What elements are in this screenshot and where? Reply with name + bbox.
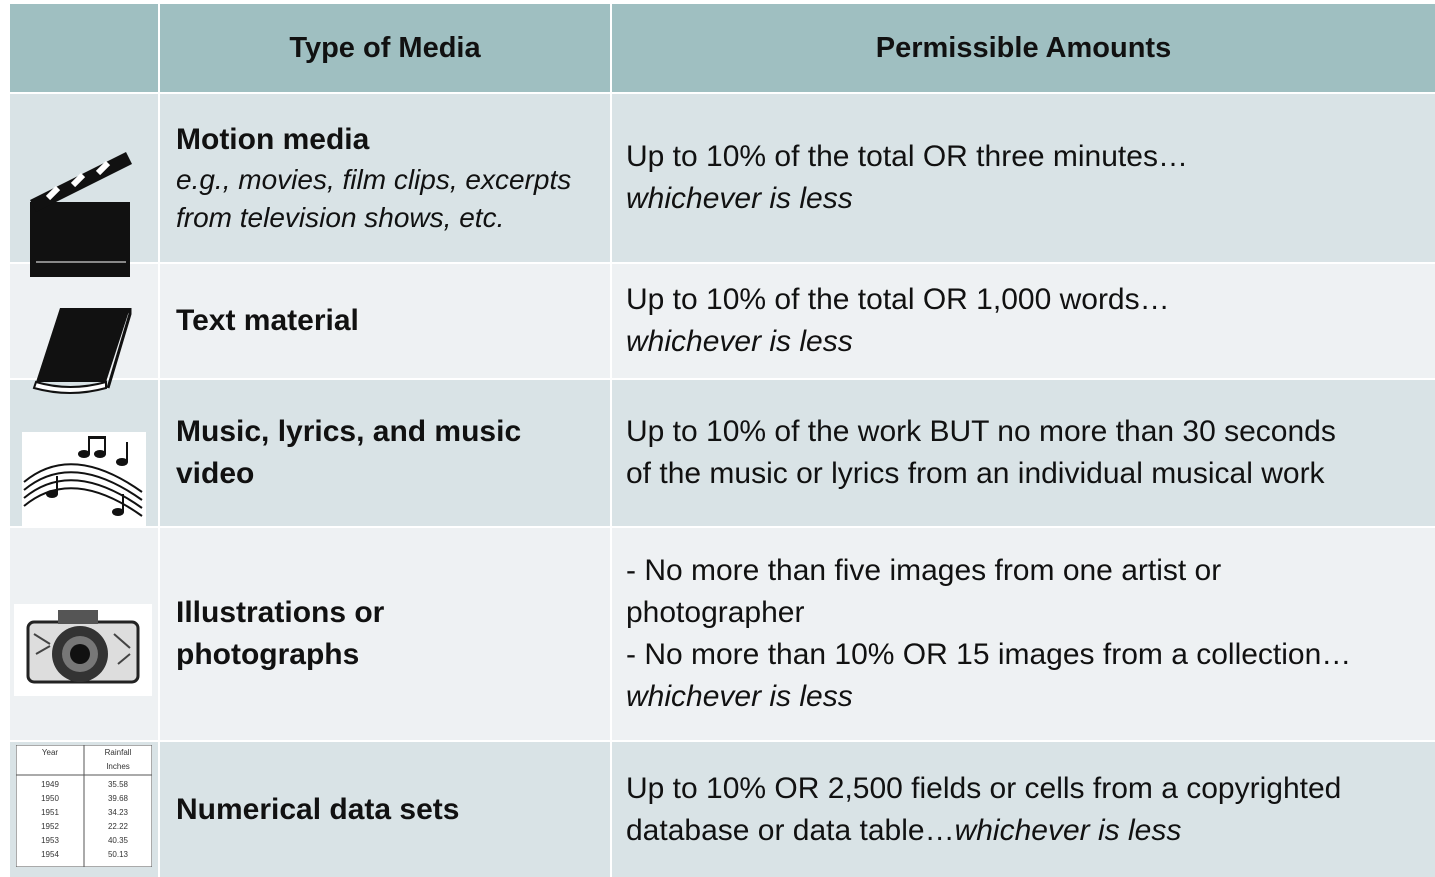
icon-table-cell: 22.22: [108, 822, 129, 831]
amount-line: - No more than five images from one arti…: [626, 550, 1435, 592]
amount-text: Up to 10% of the total OR 1,000 words…: [626, 283, 1170, 316]
media-cell: Music, lyrics, and music video: [160, 380, 610, 526]
media-cell: Numerical data sets: [160, 742, 610, 877]
amount-text: - No more than 10% OR 15 images from a c…: [626, 638, 1352, 671]
icon-table-cell: 40.35: [108, 836, 129, 845]
media-cell: Illustrations or photographs: [160, 528, 610, 740]
header-cell: Permissible Amounts: [612, 4, 1435, 92]
header-cell: Type of Media: [160, 4, 610, 92]
amount-text: Up to 10% of the total OR three minutes…: [626, 140, 1188, 173]
icon-table-cell: 1951: [41, 808, 59, 817]
amount-cell: Up to 10% of the total OR three minutes……: [612, 94, 1435, 262]
media-cell: Text material: [160, 264, 610, 378]
icon-table-cell: 1952: [41, 822, 59, 831]
media-title: Numerical data sets: [176, 792, 460, 826]
amount-text: whichever is less: [626, 680, 853, 713]
amount-line: Up to 10% OR 2,500 fields or cells from …: [626, 768, 1435, 810]
amount-line: whichever is less: [626, 178, 1435, 220]
amount-text: database or data table…: [626, 813, 955, 847]
icon-table-header: Rainfall: [105, 748, 132, 757]
book-icon: [32, 308, 132, 394]
media-title: Illustrations or: [176, 596, 385, 629]
amount-line: of the music or lyrics from an individua…: [626, 453, 1435, 495]
media-title: Motion media: [176, 123, 370, 156]
amount-line: database or data table…whichever is less: [626, 810, 1435, 852]
amount-text: of the music or lyrics from an individua…: [626, 457, 1325, 490]
amount-text: whichever is less: [626, 325, 853, 358]
amount-line: whichever is less: [626, 676, 1435, 718]
icon-table-cell: 50.13: [108, 850, 129, 859]
media-title: photographs: [176, 638, 360, 671]
amount-line: photographer: [626, 592, 1435, 634]
amount-text: - No more than five images from one arti…: [626, 554, 1222, 587]
amount-text: whichever is less: [954, 813, 1182, 847]
amount-text: whichever is less: [626, 182, 853, 215]
data-table-icon: Year Rainfall Inches 1949 35.58 1950 39.68 1951…: [16, 745, 152, 867]
icon-table-header: Year: [42, 748, 59, 757]
header-blank: [10, 4, 158, 92]
music-icon: [22, 432, 146, 526]
media-description: from television shows, etc.: [176, 202, 505, 233]
icon-table-cell: 1954: [41, 850, 59, 859]
amount-text: photographer: [626, 596, 805, 629]
amount-text: Up to 10% OR 2,500 fields or cells from …: [626, 771, 1342, 805]
icon-table-cell: 1953: [41, 836, 59, 845]
icon-table-cell: 1950: [41, 794, 59, 803]
media-title: Music, lyrics, and music: [176, 415, 522, 448]
amount-cell: Up to 10% OR 2,500 fields or cells from …: [612, 742, 1435, 877]
amount-line: - No more than 10% OR 15 images from a c…: [626, 634, 1435, 676]
amount-cell: Up to 10% of the work BUT no more than 3…: [612, 380, 1435, 526]
media-title: video: [176, 457, 255, 490]
icon-table-cell: 34.23: [108, 808, 129, 817]
amount-text: Up to 10% of the work BUT no more than 3…: [626, 415, 1336, 448]
icon-table-cell: 39.68: [108, 794, 129, 803]
icon-table-cell: 1949: [41, 780, 59, 789]
amount-line: Up to 10% of the total OR 1,000 words…: [626, 279, 1435, 321]
media-description: e.g., movies, film clips, excerpts: [176, 164, 572, 195]
media-title: Text material: [176, 304, 359, 337]
amount-line: Up to 10% of the work BUT no more than 3…: [626, 411, 1435, 453]
clapperboard-icon: [30, 152, 132, 277]
amount-cell: Up to 10% of the total OR 1,000 words… wh…: [612, 264, 1435, 378]
amount-line: Up to 10% of the total OR three minutes…: [626, 136, 1435, 178]
icon-table-cell: 35.58: [108, 780, 129, 789]
media-cell: Motion media e.g., movies, film clips, ex…: [160, 94, 610, 262]
icon-table-unit: Inches: [106, 762, 130, 771]
camera-icon: [14, 604, 152, 696]
amount-cell: - No more than five images from one arti…: [612, 528, 1435, 740]
amount-line: whichever is less: [626, 321, 1435, 363]
